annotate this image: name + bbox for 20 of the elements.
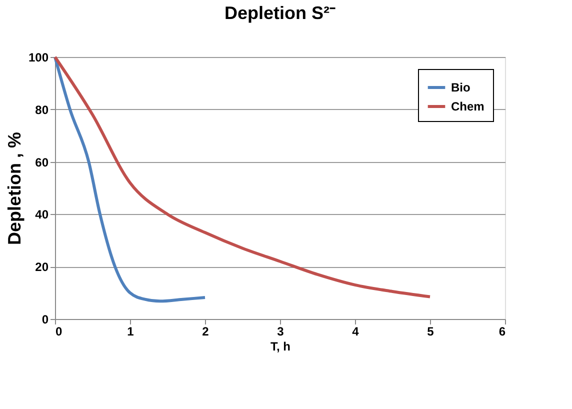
x-tick-label: 6 bbox=[498, 324, 506, 338]
x-tick-label: 4 bbox=[352, 324, 360, 338]
y-tick-label: 40 bbox=[35, 208, 49, 222]
y-tick-label: 80 bbox=[35, 102, 49, 117]
y-tick-label: 0 bbox=[42, 312, 49, 326]
x-tick-label: 1 bbox=[127, 324, 134, 338]
line-series bbox=[54, 56, 206, 303]
x-tick-label: 5 bbox=[427, 324, 434, 338]
chart-title: Depletion S²⁻ bbox=[224, 3, 336, 23]
x-axis-title: T, h bbox=[270, 340, 290, 354]
y-tick-label: 60 bbox=[35, 155, 49, 170]
x-tick-label: 2 bbox=[202, 324, 210, 338]
x-tick-label: 3 bbox=[277, 324, 284, 338]
x-tick-label: 0 bbox=[56, 324, 62, 338]
line-series bbox=[54, 56, 432, 298]
y-tick-label: 20 bbox=[35, 260, 49, 274]
y-axis-title: Depletion , % bbox=[4, 132, 24, 246]
legend-label: Chem bbox=[451, 100, 484, 114]
legend-label: Bio bbox=[451, 80, 470, 94]
y-tick-label: 100 bbox=[28, 50, 49, 64]
